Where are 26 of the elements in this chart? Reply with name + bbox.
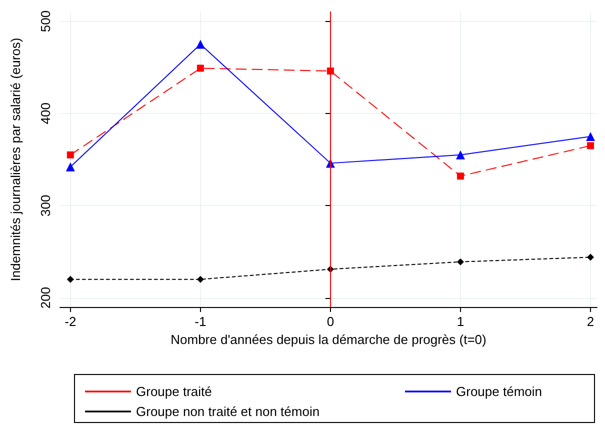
x-tick-label: 1 [456,314,464,329]
x-tick-label: 2 [586,314,594,329]
y-tick-label: 300 [38,194,53,216]
point [587,254,594,261]
legend-label: Groupe traité [136,384,212,399]
x-tick-label: -2 [64,314,76,329]
point [587,142,594,150]
point [66,162,75,172]
legend-label: Groupe témoin [456,384,542,399]
y-axis-title: Indemnités journalières par salarié (euros) [8,38,23,282]
point [456,258,464,266]
point [586,132,595,141]
x-tick-label: -1 [194,314,206,329]
legend-label: Groupe non traité et non témoin [136,404,320,419]
point [196,40,205,49]
point [66,276,74,283]
point [196,276,204,283]
point [196,64,204,72]
x-axis-title: Nombre d'années depuis la démarche de progrès (t=0) [170,332,486,347]
x-tick-label: 0 [326,314,334,329]
y-tick-label: 500 [38,10,53,32]
point [456,150,465,160]
y-tick-label: 400 [38,102,53,124]
point [66,151,74,158]
y-tick-label: 200 [38,286,53,309]
point [456,172,464,180]
